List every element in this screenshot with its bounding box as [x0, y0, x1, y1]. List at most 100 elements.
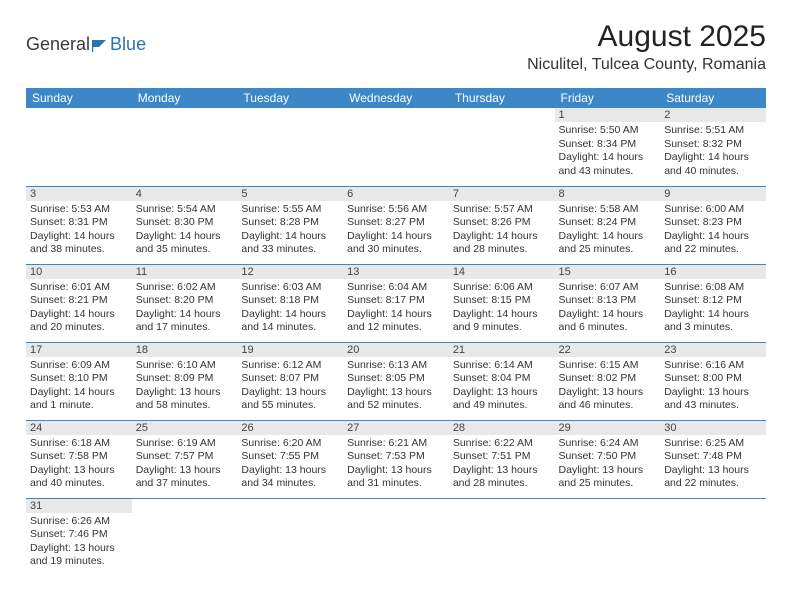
sunrise-text: Sunrise: 5:50 AM	[559, 124, 657, 138]
daylight-text-2: and 22 minutes.	[664, 477, 762, 491]
sunrise-text: Sunrise: 6:00 AM	[664, 203, 762, 217]
day-cell: 6Sunrise: 5:56 AMSunset: 8:27 PMDaylight…	[343, 186, 449, 264]
daylight-text: Daylight: 13 hours	[559, 464, 657, 478]
week-row: 24Sunrise: 6:18 AMSunset: 7:58 PMDayligh…	[26, 420, 766, 498]
day-number: 23	[660, 343, 766, 357]
sunset-text: Sunset: 8:13 PM	[559, 294, 657, 308]
day-number: 28	[449, 421, 555, 435]
daylight-text-2: and 28 minutes.	[453, 243, 551, 257]
daylight-text-2: and 37 minutes.	[136, 477, 234, 491]
day-cell: 23Sunrise: 6:16 AMSunset: 8:00 PMDayligh…	[660, 342, 766, 420]
daylight-text-2: and 34 minutes.	[241, 477, 339, 491]
sunrise-text: Sunrise: 6:04 AM	[347, 281, 445, 295]
daylight-text: Daylight: 14 hours	[347, 308, 445, 322]
day-number: 30	[660, 421, 766, 435]
sunrise-text: Sunrise: 6:09 AM	[30, 359, 128, 373]
daylight-text: Daylight: 13 hours	[347, 386, 445, 400]
daylight-text: Daylight: 14 hours	[30, 308, 128, 322]
day-number: 5	[237, 187, 343, 201]
day-cell	[237, 498, 343, 576]
week-row: 1Sunrise: 5:50 AMSunset: 8:34 PMDaylight…	[26, 108, 766, 186]
sunrise-text: Sunrise: 6:08 AM	[664, 281, 762, 295]
daylight-text-2: and 20 minutes.	[30, 321, 128, 335]
day-cell: 24Sunrise: 6:18 AMSunset: 7:58 PMDayligh…	[26, 420, 132, 498]
daylight-text: Daylight: 14 hours	[136, 230, 234, 244]
sunrise-text: Sunrise: 6:22 AM	[453, 437, 551, 451]
sunset-text: Sunset: 8:02 PM	[559, 372, 657, 386]
sunrise-text: Sunrise: 6:15 AM	[559, 359, 657, 373]
day-number: 3	[26, 187, 132, 201]
sunrise-text: Sunrise: 6:21 AM	[347, 437, 445, 451]
day-cell: 11Sunrise: 6:02 AMSunset: 8:20 PMDayligh…	[132, 264, 238, 342]
daylight-text-2: and 46 minutes.	[559, 399, 657, 413]
sunrise-text: Sunrise: 6:03 AM	[241, 281, 339, 295]
daylight-text-2: and 9 minutes.	[453, 321, 551, 335]
daylight-text: Daylight: 13 hours	[664, 464, 762, 478]
day-cell	[449, 108, 555, 186]
day-number: 9	[660, 187, 766, 201]
day-cell: 3Sunrise: 5:53 AMSunset: 8:31 PMDaylight…	[26, 186, 132, 264]
daylight-text: Daylight: 14 hours	[559, 230, 657, 244]
month-title: August 2025	[527, 20, 766, 54]
daylight-text-2: and 17 minutes.	[136, 321, 234, 335]
day-cell: 26Sunrise: 6:20 AMSunset: 7:55 PMDayligh…	[237, 420, 343, 498]
daylight-text: Daylight: 13 hours	[664, 386, 762, 400]
sunrise-text: Sunrise: 5:57 AM	[453, 203, 551, 217]
col-wednesday: Wednesday	[343, 88, 449, 108]
sunset-text: Sunset: 8:34 PM	[559, 138, 657, 152]
sunrise-text: Sunrise: 6:01 AM	[30, 281, 128, 295]
sunset-text: Sunset: 7:53 PM	[347, 450, 445, 464]
day-number: 7	[449, 187, 555, 201]
sunrise-text: Sunrise: 6:20 AM	[241, 437, 339, 451]
day-number: 10	[26, 265, 132, 279]
day-number: 25	[132, 421, 238, 435]
sunrise-text: Sunrise: 6:06 AM	[453, 281, 551, 295]
day-number: 22	[555, 343, 661, 357]
sunset-text: Sunset: 8:07 PM	[241, 372, 339, 386]
sunset-text: Sunset: 8:23 PM	[664, 216, 762, 230]
day-number: 14	[449, 265, 555, 279]
daylight-text: Daylight: 13 hours	[559, 386, 657, 400]
day-number: 11	[132, 265, 238, 279]
day-number: 24	[26, 421, 132, 435]
day-number: 27	[343, 421, 449, 435]
day-cell: 28Sunrise: 6:22 AMSunset: 7:51 PMDayligh…	[449, 420, 555, 498]
day-cell: 2Sunrise: 5:51 AMSunset: 8:32 PMDaylight…	[660, 108, 766, 186]
day-cell: 14Sunrise: 6:06 AMSunset: 8:15 PMDayligh…	[449, 264, 555, 342]
flag-icon	[92, 38, 108, 52]
col-sunday: Sunday	[26, 88, 132, 108]
day-cell: 5Sunrise: 5:55 AMSunset: 8:28 PMDaylight…	[237, 186, 343, 264]
daylight-text: Daylight: 13 hours	[30, 464, 128, 478]
daylight-text: Daylight: 13 hours	[136, 386, 234, 400]
logo: General Blue	[26, 34, 146, 55]
sunset-text: Sunset: 7:55 PM	[241, 450, 339, 464]
day-cell: 30Sunrise: 6:25 AMSunset: 7:48 PMDayligh…	[660, 420, 766, 498]
sunset-text: Sunset: 8:15 PM	[453, 294, 551, 308]
sunrise-text: Sunrise: 6:18 AM	[30, 437, 128, 451]
day-cell	[343, 108, 449, 186]
daylight-text: Daylight: 14 hours	[241, 308, 339, 322]
sunrise-text: Sunrise: 6:25 AM	[664, 437, 762, 451]
day-cell: 25Sunrise: 6:19 AMSunset: 7:57 PMDayligh…	[132, 420, 238, 498]
daylight-text-2: and 14 minutes.	[241, 321, 339, 335]
sunset-text: Sunset: 8:31 PM	[30, 216, 128, 230]
daylight-text-2: and 43 minutes.	[664, 399, 762, 413]
sunrise-text: Sunrise: 6:16 AM	[664, 359, 762, 373]
sunrise-text: Sunrise: 6:10 AM	[136, 359, 234, 373]
sunset-text: Sunset: 7:50 PM	[559, 450, 657, 464]
day-cell: 15Sunrise: 6:07 AMSunset: 8:13 PMDayligh…	[555, 264, 661, 342]
daylight-text-2: and 31 minutes.	[347, 477, 445, 491]
daylight-text-2: and 49 minutes.	[453, 399, 551, 413]
day-number: 20	[343, 343, 449, 357]
day-cell: 22 Sunrise: 6:15 AMSunset: 8:02 PMDayligh…	[555, 342, 661, 420]
daylight-text-2: and 28 minutes.	[453, 477, 551, 491]
daylight-text-2: and 25 minutes.	[559, 243, 657, 257]
day-cell: 27Sunrise: 6:21 AMSunset: 7:53 PMDayligh…	[343, 420, 449, 498]
sunrise-text: Sunrise: 5:55 AM	[241, 203, 339, 217]
day-number: 29	[555, 421, 661, 435]
daylight-text: Daylight: 14 hours	[30, 230, 128, 244]
daylight-text: Daylight: 14 hours	[664, 308, 762, 322]
sunrise-text: Sunrise: 6:12 AM	[241, 359, 339, 373]
day-cell	[660, 498, 766, 576]
logo-text-general: General	[26, 34, 90, 55]
